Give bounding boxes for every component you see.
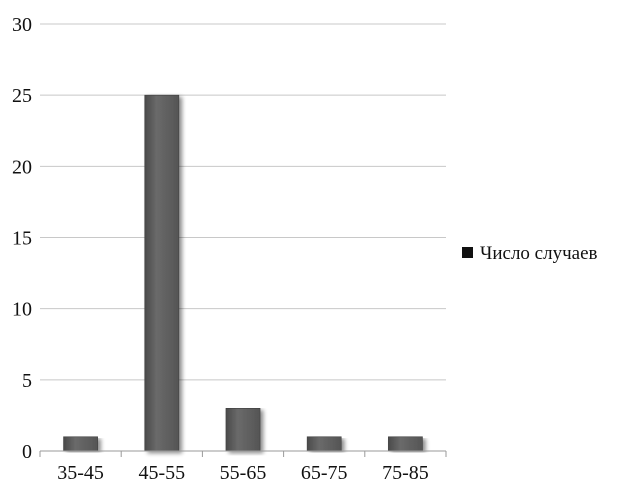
bar-35-45	[63, 436, 98, 452]
bar-45-55	[144, 94, 180, 452]
x-tick-label: 65-75	[301, 462, 348, 484]
bar-65-75	[306, 436, 342, 452]
legend-marker	[462, 247, 473, 258]
legend-label: Число случаев	[480, 243, 598, 264]
y-tick-label: 20	[12, 156, 32, 178]
y-tick-label: 15	[12, 228, 32, 250]
x-tick-label: 55-65	[220, 462, 267, 484]
legend: Число случаев	[462, 243, 598, 264]
x-tick-label: 45-55	[138, 462, 185, 484]
axes	[39, 450, 447, 457]
x-tick-label: 75-85	[382, 462, 429, 484]
y-tick-labels: 0 5 10 15 20 25 30	[12, 14, 32, 463]
bar-55-65	[225, 407, 261, 452]
gridlines	[40, 23, 446, 381]
x-tick-label: 35-45	[57, 462, 104, 484]
x-tick-labels: 35-45 45-55 55-65 65-75 75-85	[57, 462, 428, 484]
y-tick-label: 10	[12, 299, 32, 321]
bar-75-85	[388, 436, 423, 452]
y-tick-label: 30	[12, 14, 32, 36]
y-tick-label: 5	[22, 370, 32, 392]
y-tick-label: 0	[22, 441, 32, 463]
y-tick-label: 25	[12, 85, 32, 107]
bars	[63, 94, 423, 452]
